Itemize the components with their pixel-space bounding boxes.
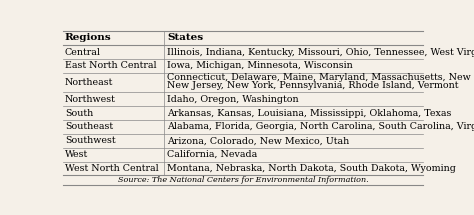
Text: Idaho, Oregon, Washington: Idaho, Oregon, Washington: [167, 95, 299, 104]
Text: Central: Central: [65, 48, 101, 57]
Text: States: States: [167, 34, 203, 42]
Text: South: South: [65, 109, 93, 118]
Text: East North Central: East North Central: [65, 61, 156, 71]
Text: Montana, Nebraska, North Dakota, South Dakota, Wyoming: Montana, Nebraska, North Dakota, South D…: [167, 164, 456, 173]
Text: Arizona, Colorado, New Mexico, Utah: Arizona, Colorado, New Mexico, Utah: [167, 136, 350, 145]
Text: Connecticut, Delaware, Maine, Maryland, Massachusetts, New Hampshire,: Connecticut, Delaware, Maine, Maryland, …: [167, 73, 474, 82]
Text: New Jersey, New York, Pennsylvania, Rhode Island, Vermont: New Jersey, New York, Pennsylvania, Rhod…: [167, 81, 459, 90]
Text: California, Nevada: California, Nevada: [167, 150, 258, 159]
Text: West North Central: West North Central: [65, 164, 158, 173]
Text: Alabama, Florida, Georgia, North Carolina, South Carolina, Virginia: Alabama, Florida, Georgia, North Carolin…: [167, 122, 474, 131]
Text: Illinois, Indiana, Kentucky, Missouri, Ohio, Tennessee, West Virginia: Illinois, Indiana, Kentucky, Missouri, O…: [167, 48, 474, 57]
Text: Northeast: Northeast: [65, 78, 113, 87]
Text: Northwest: Northwest: [65, 95, 116, 104]
Text: Southeast: Southeast: [65, 122, 113, 131]
Text: Arkansas, Kansas, Louisiana, Mississippi, Oklahoma, Texas: Arkansas, Kansas, Louisiana, Mississippi…: [167, 109, 452, 118]
Text: Regions: Regions: [65, 34, 111, 42]
Text: Source: The National Centers for Environmental Information.: Source: The National Centers for Environ…: [118, 176, 368, 184]
Text: Iowa, Michigan, Minnesota, Wisconsin: Iowa, Michigan, Minnesota, Wisconsin: [167, 61, 353, 71]
Text: Southwest: Southwest: [65, 136, 115, 145]
Text: West: West: [65, 150, 88, 159]
